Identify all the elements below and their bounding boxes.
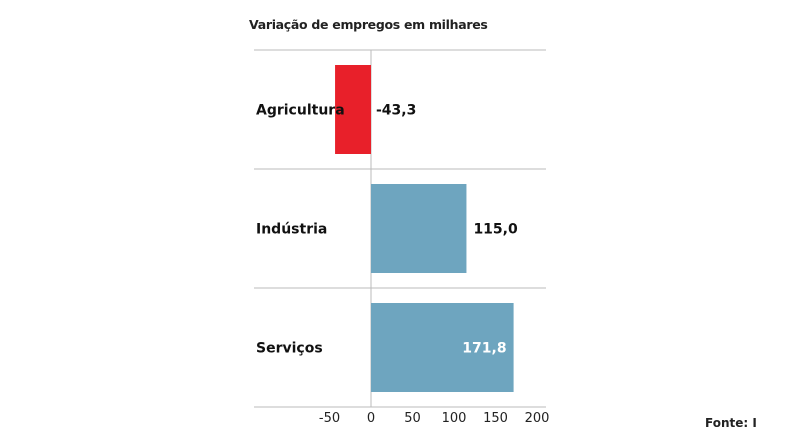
x-tick-label: 200 (525, 411, 550, 426)
category-label: Indústria (256, 222, 327, 238)
x-tick-label: -50 (319, 411, 340, 426)
value-label: 171,8 (462, 341, 506, 357)
bar-0 (335, 65, 371, 154)
category-label: Serviços (256, 341, 323, 357)
x-tick-label: 50 (404, 411, 421, 426)
value-label: 115,0 (473, 222, 518, 238)
category-label: Agricultura (256, 103, 345, 119)
bar-1 (371, 184, 467, 273)
x-tick-label: 0 (367, 411, 375, 426)
x-tick-label: 150 (483, 411, 508, 426)
chart-title: Variação de empregos em milhares (249, 17, 488, 32)
source-note: Fonte: I (705, 416, 757, 430)
bar-2 (371, 303, 514, 392)
x-tick-label: 100 (442, 411, 467, 426)
value-label: -43,3 (376, 103, 416, 119)
